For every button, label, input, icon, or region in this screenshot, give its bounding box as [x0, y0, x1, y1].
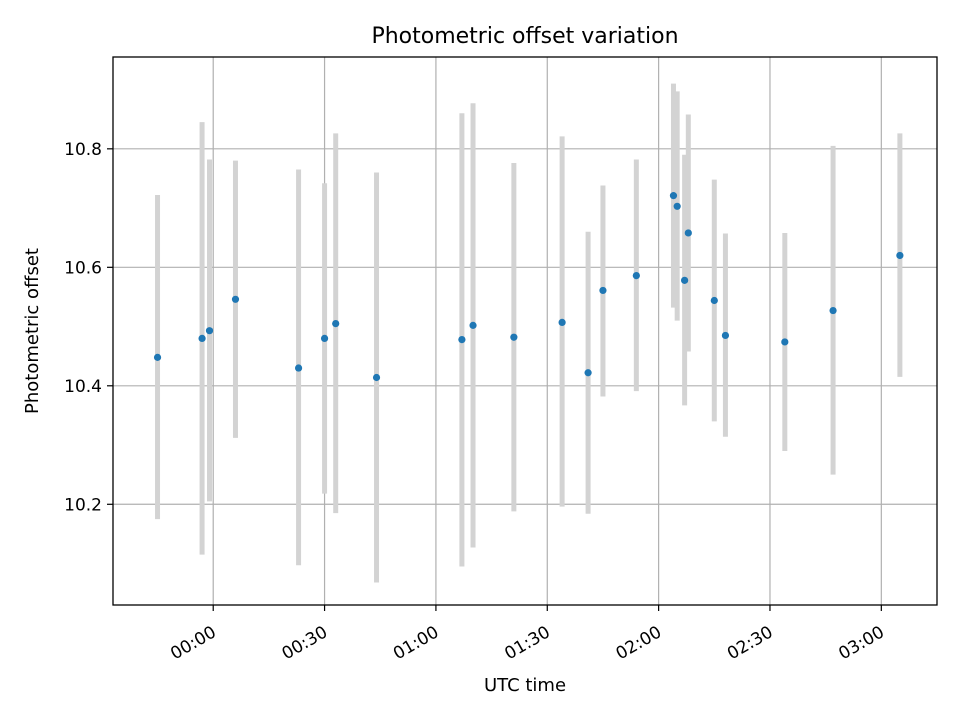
data-point [320, 334, 329, 343]
data-point [510, 333, 518, 341]
data-point [153, 353, 162, 361]
y-tick-label: 10.4 [64, 377, 102, 397]
x-tick-label: 01:00 [390, 622, 442, 664]
data-point [198, 334, 206, 343]
data-point [829, 306, 837, 315]
y-axis-label: Photometric offset [22, 248, 43, 414]
data-point [896, 251, 904, 260]
x-tick-label: 02:30 [724, 622, 776, 664]
x-tick-label: 03:00 [835, 622, 887, 664]
x-tick-label: 01:30 [501, 622, 553, 664]
data-point [681, 276, 689, 284]
data-point [458, 335, 466, 344]
chart-title: Photometric offset variation [371, 24, 678, 49]
x-tick-label: 00:00 [167, 622, 219, 664]
data-point [558, 318, 566, 327]
data-point [294, 364, 303, 372]
y-tick-label: 10.8 [64, 140, 102, 160]
data-point [710, 296, 718, 305]
y-tick-label: 10.2 [64, 495, 102, 515]
data-point [673, 202, 681, 210]
x-tick-label: 02:00 [613, 622, 665, 664]
error-bars [155, 83, 903, 583]
data-point [584, 369, 592, 377]
y-axis-ticks: 10.2 10.4 10.6 10.8 [64, 140, 113, 515]
data-point [469, 321, 477, 329]
data-point [632, 272, 640, 280]
data-point [231, 295, 240, 303]
data-point [599, 286, 607, 295]
data-point [721, 331, 730, 340]
x-axis-ticks: 00:00 00:30 01:00 01:30 02:00 02:30 03:00 [167, 605, 888, 664]
plot-frame [112, 56, 938, 606]
data-point [372, 373, 381, 382]
data-point [781, 338, 789, 346]
data-point [669, 192, 678, 200]
data-points [153, 192, 904, 382]
data-point [684, 229, 692, 237]
data-point [332, 319, 340, 328]
data-point [205, 327, 214, 335]
x-axis-label: UTC time [484, 675, 566, 696]
y-tick-label: 10.6 [64, 258, 102, 278]
x-tick-label: 00:30 [279, 622, 331, 664]
grid [113, 57, 937, 605]
